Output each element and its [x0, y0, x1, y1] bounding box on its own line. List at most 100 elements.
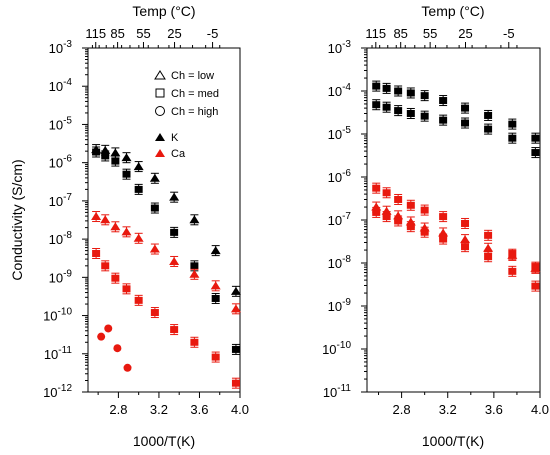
legend-triangle-open-icon	[154, 70, 166, 80]
data-point-ca-ch-med	[111, 274, 120, 282]
data-point-ca-ch-high	[484, 253, 493, 261]
legend-triangle-red-icon	[155, 149, 165, 157]
legend-entry-ch-high: Ch = high	[171, 106, 218, 118]
data-point-ca-ch-high	[394, 217, 403, 225]
right-y-tick-label: 10-11	[323, 383, 352, 400]
data-point-k-ch-med	[406, 109, 415, 117]
data-point-ca-ch-high	[97, 332, 106, 341]
data-point-k-ch-med	[508, 134, 517, 142]
right-chart-panel: Temp (°C) 1000/T(K) 10-1110-1010-910-810…	[322, 3, 549, 449]
data-point-ca-ch-med	[190, 338, 199, 346]
data-point-k-ch-low	[394, 87, 403, 95]
left-y-tick-label: 10-11	[44, 345, 73, 362]
data-point-ca-ch-low	[121, 227, 132, 236]
data-point-k-ch-med	[170, 228, 179, 236]
data-point-k-ch-low	[372, 82, 381, 90]
left-y-axis-title: Conductivity (S/cm)	[9, 159, 25, 280]
data-point-ca-ch-low	[484, 231, 493, 239]
data-point-k-ch-low	[100, 145, 111, 154]
right-y-tick-label: 10-7	[328, 211, 352, 228]
left-y-tick-label: 10-4	[49, 77, 73, 94]
data-point-ca-ch-med	[393, 211, 404, 220]
data-point-ca-ch-low	[91, 212, 102, 221]
right-plot-frame	[366, 47, 541, 393]
data-point-k-ch-low	[110, 148, 121, 157]
left-y-tick-label: 10-8	[49, 230, 73, 247]
data-point-ca-ch-med	[150, 309, 159, 317]
legend-entry-ch-low: Ch = low	[171, 70, 214, 82]
data-point-ca-ch-high	[104, 324, 113, 333]
data-point-k-ch-low	[484, 111, 493, 119]
left-x-axis-title: 1000/T(K)	[133, 433, 195, 449]
data-point-ca-ch-low	[382, 189, 391, 197]
chart-legend: Ch = low Ch = med Ch = high K Ca	[154, 70, 219, 160]
data-point-ca-ch-med	[211, 353, 220, 361]
data-point-k-ch-med	[92, 148, 101, 156]
left-y-tick-label: 10-3	[49, 39, 73, 56]
left-top-tick-label: 115	[85, 26, 106, 41]
data-point-ca-ch-low	[169, 256, 180, 265]
data-point-ca-ch-med	[371, 202, 382, 211]
data-point-ca-ch-high	[372, 208, 381, 216]
data-point-ca-ch-high	[420, 228, 429, 236]
left-data-marks	[91, 144, 241, 389]
right-top-tick-label: 115	[365, 26, 386, 41]
data-point-k-ch-med	[531, 149, 540, 157]
left-top-axis-title: Temp (°C)	[132, 3, 195, 19]
data-point-k-ch-low	[210, 246, 221, 255]
data-point-ca-ch-high	[113, 344, 122, 353]
left-x-tick-label: 3.2	[150, 402, 168, 417]
right-y-tick-label: 10-3	[328, 39, 352, 56]
right-y-tick-label: 10-5	[328, 125, 352, 142]
left-top-tick-label: -5	[207, 26, 219, 41]
data-point-ca-ch-med	[231, 379, 240, 387]
legend-entry-ca: Ca	[171, 148, 186, 160]
data-point-ca-ch-med	[134, 296, 143, 304]
data-point-ca-ch-low	[420, 206, 429, 214]
data-point-k-ch-med	[420, 112, 429, 120]
data-point-k-ch-low	[406, 89, 415, 97]
data-point-ca-ch-low	[210, 281, 221, 290]
right-axis-ticks: 10-11 10-10 10-9 10-8 10-7 10-6 10-5 10-4 10-3 2.…	[322, 26, 549, 417]
right-x-tick-label: 3.2	[439, 402, 457, 417]
legend-entry-k: K	[171, 132, 179, 144]
data-point-k-ch-med	[190, 262, 199, 270]
data-point-ca-ch-med	[530, 263, 541, 272]
data-point-k-ch-med	[461, 119, 470, 127]
data-point-k-ch-low	[508, 120, 517, 128]
data-point-ca-ch-low	[189, 269, 200, 278]
data-point-k-ch-low	[439, 97, 448, 105]
data-point-ca-ch-low	[406, 201, 415, 209]
left-top-tick-label: 85	[110, 26, 124, 41]
legend-square-open-icon	[155, 88, 165, 98]
data-point-k-ch-med	[111, 157, 120, 165]
right-y-tick-label: 10-8	[328, 254, 352, 271]
legend-entry-ch-med: Ch = med	[171, 88, 219, 100]
right-top-tick-label: -5	[503, 26, 515, 41]
data-point-ca-ch-low	[461, 219, 470, 227]
data-point-k-ch-low	[531, 134, 540, 142]
data-point-ca-ch-med	[381, 206, 392, 215]
data-point-k-ch-low	[420, 92, 429, 100]
data-point-ca-ch-med	[460, 235, 471, 244]
data-point-ca-ch-high	[439, 235, 448, 243]
left-y-tick-label: 10-5	[49, 115, 73, 132]
data-point-k-ch-med	[122, 170, 131, 178]
data-point-ca-ch-med	[92, 250, 101, 258]
right-y-tick-label: 10-9	[328, 297, 352, 314]
data-point-k-ch-med	[134, 185, 143, 193]
right-x-tick-label: 3.6	[485, 402, 503, 417]
data-point-ca-ch-high	[508, 267, 517, 275]
right-x-tick-label: 4.0	[531, 402, 549, 417]
right-top-axis-title: Temp (°C)	[421, 3, 484, 19]
legend-circle-open-icon	[155, 106, 165, 116]
data-point-k-ch-med	[211, 294, 220, 302]
data-point-ca-ch-low	[100, 215, 111, 224]
data-point-k-ch-low	[230, 286, 241, 295]
data-point-k-ch-med	[372, 101, 381, 109]
data-point-k-ch-low	[149, 173, 160, 182]
data-point-ca-ch-high	[406, 223, 415, 231]
right-y-tick-label: 10-6	[328, 168, 352, 185]
data-point-ca-ch-low	[133, 233, 144, 242]
